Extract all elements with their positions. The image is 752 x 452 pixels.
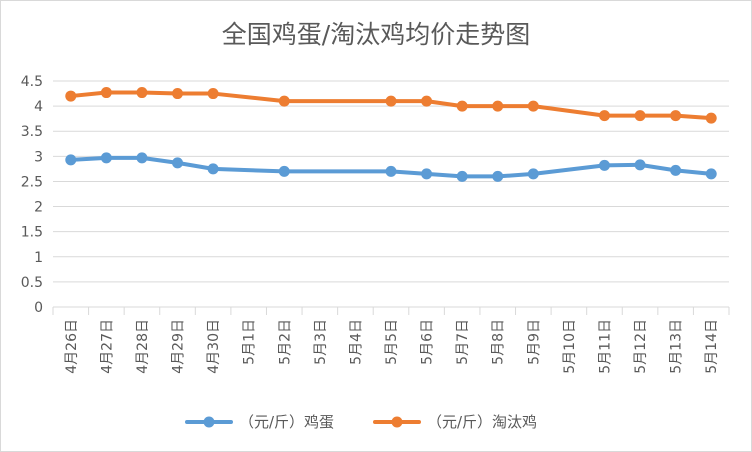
legend-label: （元/斤）鸡蛋	[239, 413, 334, 431]
data-point	[670, 110, 682, 122]
data-point	[634, 110, 646, 122]
data-point	[705, 112, 717, 124]
legend-swatch-marker	[203, 416, 215, 428]
y-tick-label: 1.5	[21, 225, 43, 241]
data-point	[136, 87, 148, 99]
x-tick-label: 5月2日	[277, 319, 293, 365]
y-tick-label: 2	[34, 200, 43, 216]
x-tick-label: 5月14日	[704, 319, 720, 374]
data-point	[100, 152, 112, 164]
x-tick-label: 5月9日	[526, 319, 542, 365]
data-point	[492, 170, 504, 182]
y-tick-label: 4	[34, 99, 43, 115]
data-point	[598, 159, 610, 171]
data-point	[385, 165, 397, 177]
y-tick-label: 3	[34, 149, 43, 165]
x-tick-label: 4月26日	[64, 319, 80, 374]
data-point	[136, 152, 148, 164]
data-point	[421, 168, 433, 180]
x-tick-label: 4月28日	[135, 319, 151, 374]
y-tick-label: 4.5	[21, 74, 43, 90]
x-tick-label: 5月10日	[562, 319, 578, 374]
data-point	[207, 163, 219, 175]
x-tick-label: 4月29日	[171, 319, 187, 374]
x-tick-label: 5月11日	[597, 319, 613, 374]
y-tick-label: 3.5	[21, 124, 43, 140]
x-tick-label: 5月6日	[420, 319, 436, 365]
data-point	[385, 95, 397, 107]
data-point	[278, 95, 290, 107]
data-point	[492, 100, 504, 112]
data-point	[172, 88, 184, 100]
x-tick-label: 5月7日	[455, 319, 471, 365]
x-tick-label: 5月1日	[242, 319, 258, 365]
y-tick-label: 2.5	[21, 174, 43, 190]
x-tick-label: 5月8日	[491, 319, 507, 365]
y-tick-label: 0	[34, 300, 43, 316]
x-tick-label: 5月5日	[384, 319, 400, 365]
data-point	[527, 168, 539, 180]
data-point	[100, 87, 112, 99]
x-tick-label: 5月12日	[633, 319, 649, 374]
data-point	[527, 100, 539, 112]
x-tick-label: 5月4日	[348, 319, 364, 365]
data-point	[65, 90, 77, 102]
data-point	[65, 154, 77, 166]
data-point	[634, 159, 646, 171]
chart-title: 全国鸡蛋/淘汰鸡均价走势图	[221, 20, 531, 49]
y-tick-label: 1	[34, 250, 43, 266]
legend-label: （元/斤）淘汰鸡	[427, 413, 537, 431]
data-point	[456, 100, 468, 112]
data-point	[598, 110, 610, 122]
data-point	[456, 170, 468, 182]
data-point	[705, 168, 717, 180]
data-point	[207, 88, 219, 100]
x-tick-label: 4月27日	[99, 319, 115, 374]
x-tick-label: 4月30日	[206, 319, 222, 374]
data-point	[670, 164, 682, 176]
x-tick-label: 5月13日	[669, 319, 685, 374]
data-point	[278, 165, 290, 177]
legend-swatch-marker	[391, 416, 403, 428]
x-tick-label: 5月3日	[313, 319, 329, 365]
y-tick-label: 0.5	[21, 275, 43, 291]
data-point	[172, 157, 184, 169]
data-point	[421, 95, 433, 107]
